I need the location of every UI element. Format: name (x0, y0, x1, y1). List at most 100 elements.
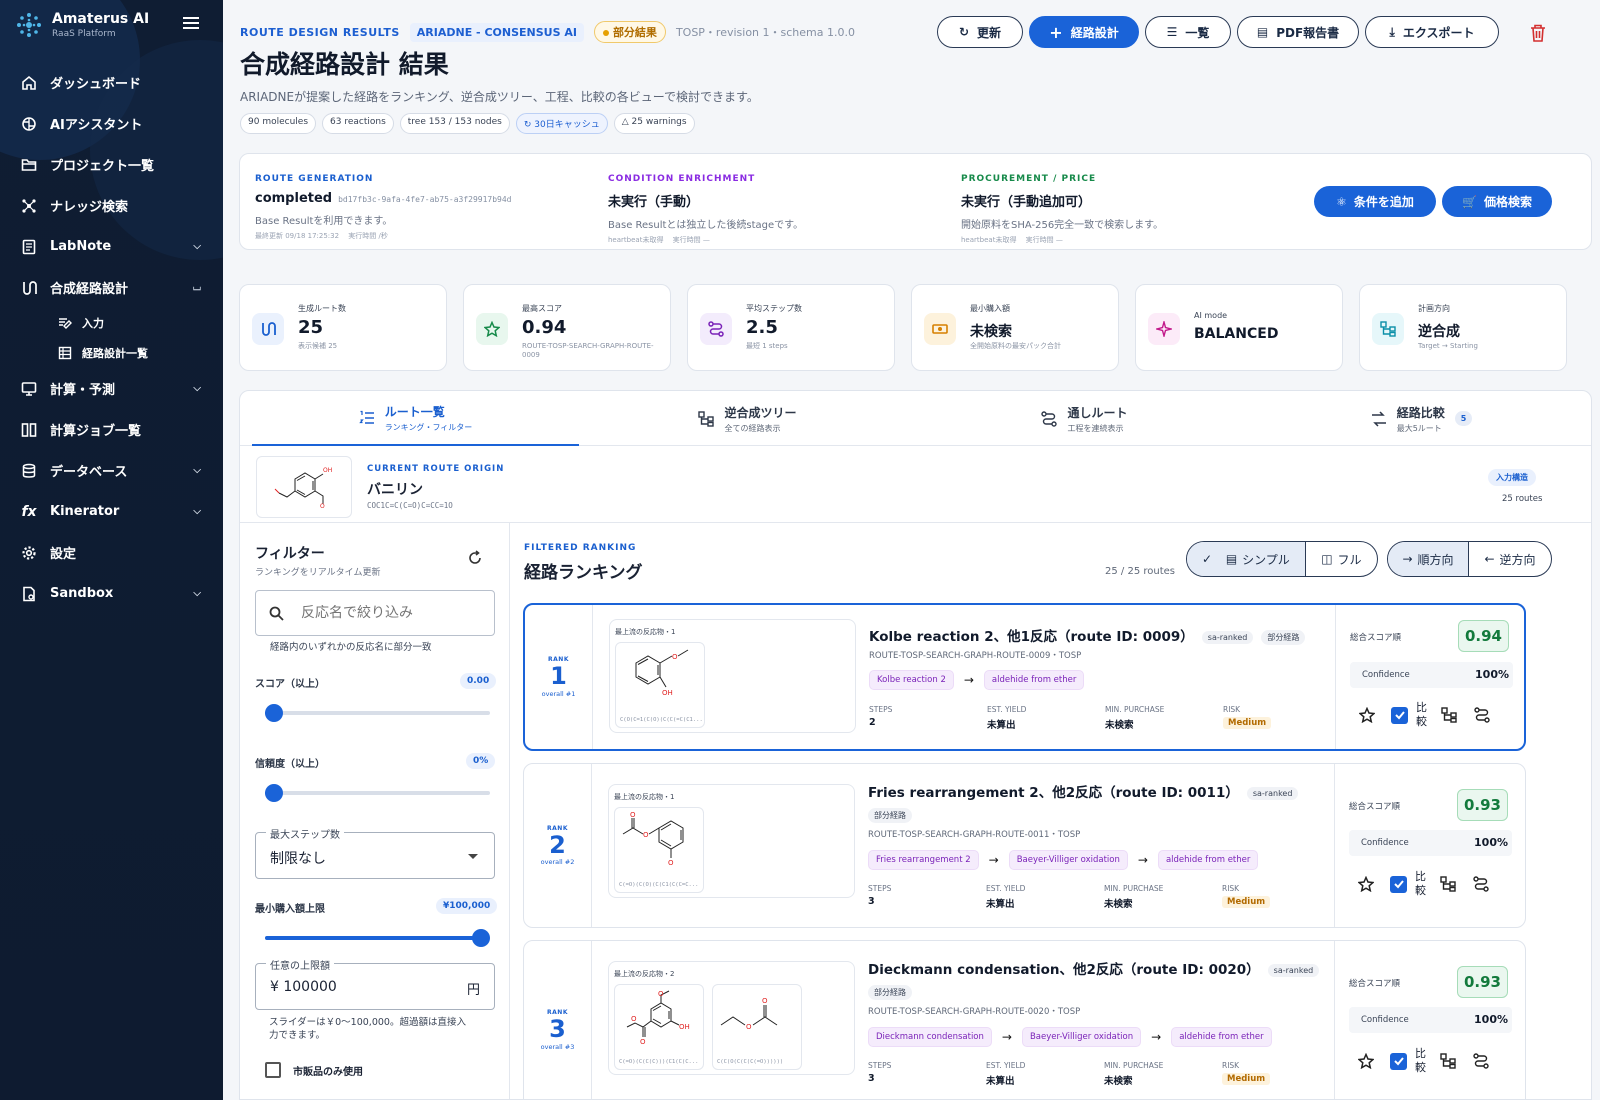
pdf-report-button[interactable]: ▤ PDF報告書 (1237, 16, 1359, 48)
sidebar-item-dashboard[interactable]: ダッシュボード (0, 62, 223, 103)
sidebar-item-kinerator[interactable]: fx Kinerator ⌵ (0, 491, 223, 532)
slider-thumb[interactable] (472, 929, 490, 947)
arrow-right-icon: → (1001, 1030, 1012, 1044)
sidebar-item-calc[interactable]: 計算・予測 ⌵ (0, 368, 223, 409)
precursor-label: 最上流の反応物・1 (615, 627, 675, 637)
custom-budget-field[interactable]: 任意の上限額 ¥ 100000 円 (255, 957, 495, 1010)
list-button[interactable]: ☰ 一覧 (1145, 16, 1231, 48)
molecule-thumbnail[interactable]: O OH O O C(=O)(C(C(C)))(C1(C(C... (614, 984, 704, 1070)
favorite-star-icon[interactable] (1350, 700, 1383, 730)
molecule-thumbnail[interactable]: O OH C(O(C=1(C(O)(C(C(=C(C1... (615, 642, 705, 728)
sidebar-item-knowledge[interactable]: ナレッジ検索 (0, 185, 223, 226)
metric-label: MIN. PURCHASE (1104, 1061, 1164, 1070)
sidebar-item-jobs[interactable]: 計算ジョブ一覧 (0, 409, 223, 450)
molecule-thumbnail[interactable]: O O O C(=O)(C(O)(C(C1(C(C=C... (614, 807, 704, 893)
slider-thumb[interactable] (265, 784, 283, 802)
tab-compare[interactable]: 経路比較 最大5ルート 5 (1253, 391, 1590, 446)
route-design-button[interactable]: + 経路設計 (1029, 16, 1139, 48)
sidebar-item-label: 合成経路設計 (50, 282, 129, 297)
sidebar-item-route-design[interactable]: 合成経路設計 ⌴ (0, 267, 223, 308)
reaction-chip[interactable]: Baeyer-Villiger oxidation (1008, 850, 1128, 870)
compare-checkbox[interactable] (1382, 869, 1415, 899)
sidebar-item-settings[interactable]: 設定 (0, 532, 223, 573)
score-slider[interactable] (265, 704, 490, 722)
commercial-only-checkbox[interactable]: 市販品のみ使用 (265, 1062, 363, 1078)
sidebar-subitem-input[interactable]: 入力 (0, 308, 223, 338)
precursor-label-text: 最上流の反応物・ (615, 628, 671, 636)
confidence-slider[interactable] (265, 784, 490, 802)
tab-retro-tree[interactable]: 逆合成ツリー全ての経路表示 (579, 391, 916, 446)
favorite-star-icon[interactable] (1349, 1046, 1382, 1076)
reset-icon[interactable] (467, 550, 483, 566)
view-full-button[interactable]: ◫ フル (1306, 542, 1377, 576)
menu-toggle-icon[interactable] (183, 17, 199, 31)
add-conditions-button[interactable]: ⚛ 条件を追加 (1314, 186, 1436, 217)
price-search-button[interactable]: 🛒 価格検索 (1442, 186, 1552, 217)
tag-sa-ranked: sa-ranked (1201, 630, 1254, 644)
stage-hash: bd17fb3c-9afa-4fe7-ab75-a3f29917b94d (338, 195, 512, 204)
stage-status: 未実行（手動追加可） (961, 195, 1092, 210)
breadcrumb-section[interactable]: ROUTE DESIGN RESULTS (240, 25, 400, 39)
caret-down-icon (468, 854, 478, 859)
metric-label: STEPS (869, 705, 893, 714)
route-card[interactable]: RANK 3 overall #3 最上流の反応物・2 O OH O O C(=O)(… (523, 940, 1526, 1099)
brand[interactable]: Amaterus AI RaaS Platform (14, 10, 149, 40)
custom-budget-value[interactable]: ¥ 100000 (270, 979, 337, 995)
tree-view-icon[interactable] (1431, 869, 1464, 899)
direction-reverse-button[interactable]: ← 逆方向 (1469, 542, 1551, 576)
tab-full-route[interactable]: 通しルート 工程を連続表示 (916, 391, 1253, 446)
route-path-icon[interactable] (1464, 1046, 1497, 1076)
sidebar-subitem-route-list[interactable]: 経路設計一覧 (0, 338, 223, 368)
checkbox-box[interactable] (265, 1062, 281, 1078)
tab-route-list[interactable]: ルート一覧 ランキング・フィルター (252, 391, 579, 446)
tab-label: 逆合成ツリー (724, 405, 797, 420)
route-card[interactable]: RANK 1 overall #1 最上流の反応物・1 O OH C(O(C=1(… (523, 603, 1526, 751)
route-path-icon[interactable] (1465, 700, 1498, 730)
reaction-chip[interactable]: Dieckmann condensation (868, 1027, 992, 1047)
reaction-search-input[interactable] (301, 605, 481, 621)
export-button[interactable]: ⤓ エクスポート (1365, 16, 1499, 48)
tree-view-icon[interactable] (1431, 1046, 1464, 1076)
tree-view-icon[interactable] (1432, 700, 1465, 730)
metric-value: 未検索 (1105, 720, 1134, 731)
reaction-chip[interactable]: Fries rearrangement 2 (868, 850, 979, 870)
direction-forward-button[interactable]: → 順方向 (1388, 542, 1470, 576)
sidebar-item-projects[interactable]: プロジェクト一覧 (0, 144, 223, 185)
kpi-best-score: 最高スコア 0.94 ROUTE-TOSP-SEARCH-GRAPH-ROUTE… (463, 284, 671, 371)
reaction-chip[interactable]: aldehide from ether (1157, 850, 1259, 870)
sidebar-item-sandbox[interactable]: Sandbox ⌵ (0, 573, 223, 614)
reaction-search[interactable] (255, 590, 495, 636)
route-card[interactable]: RANK 2 overall #2 最上流の反応物・1 O O O C(=O)(C(… (523, 763, 1526, 928)
metric-value: 2 (869, 717, 876, 728)
sidebar-item-database[interactable]: データベース ⌵ (0, 450, 223, 491)
score-badge: 0.94 (1458, 620, 1509, 652)
kpi-label: 生成ルート数 (298, 304, 346, 313)
reaction-chip[interactable]: aldehide from ether (1171, 1027, 1272, 1047)
trash-icon[interactable] (1530, 24, 1546, 42)
route-path-icon[interactable] (1464, 869, 1497, 899)
kpi-value: 未検索 (970, 324, 1012, 340)
sidebar-item-labnote[interactable]: LabNote ⌵ (0, 226, 223, 267)
compare-checkbox[interactable] (1382, 1046, 1415, 1076)
reaction-chip[interactable]: Kolbe reaction 2 (869, 670, 954, 690)
reaction-chip[interactable]: Baeyer-Villiger oxidation (1021, 1027, 1142, 1047)
metric-value: 未検索 (1104, 1076, 1133, 1087)
max-steps-select[interactable]: 最大ステップ数 制限なし (255, 826, 495, 879)
rank-overall: overall #1 (541, 689, 576, 698)
compare-checkbox[interactable] (1383, 700, 1416, 730)
budget-slider[interactable] (265, 929, 490, 947)
view-simple-button[interactable]: ✓ ▤ シンプル (1187, 542, 1306, 576)
chevron-down-icon: ⌵ (193, 506, 201, 517)
tag-sa-ranked: sa-ranked (1246, 786, 1299, 800)
route-design-label: 経路設計 (1070, 25, 1119, 40)
sidebar-item-ai-assistant[interactable]: AIアシスタント (0, 103, 223, 144)
slider-thumb[interactable] (265, 704, 283, 722)
tab-sub: 全ての経路表示 (724, 423, 781, 433)
svg-text:O: O (631, 1015, 637, 1023)
favorite-star-icon[interactable] (1349, 869, 1382, 899)
route-name: Kolbe reaction 2、他1反応（route ID: 0009） sa-… (869, 625, 1306, 645)
route-actions: 比較 (1349, 1046, 1497, 1076)
refresh-button[interactable]: ↻ 更新 (937, 16, 1023, 48)
reaction-chip[interactable]: aldehide from ether (983, 670, 1085, 690)
